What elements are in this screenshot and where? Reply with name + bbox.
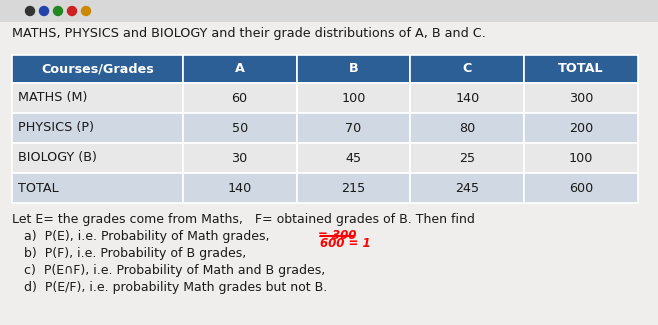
Text: = 300: = 300	[318, 229, 357, 242]
Bar	[183, 143, 297, 173]
Bar	[411, 173, 524, 203]
Text: 70: 70	[345, 122, 362, 135]
Text: Courses/Grades: Courses/Grades	[41, 62, 154, 75]
Text: b)  P(F), i.e. Probability of B grades,: b) P(F), i.e. Probability of B grades,	[12, 247, 246, 260]
Bar	[297, 55, 411, 83]
Bar	[297, 83, 411, 113]
Bar	[411, 143, 524, 173]
Bar	[183, 113, 297, 143]
Bar	[524, 113, 638, 143]
Text: 25: 25	[459, 151, 475, 164]
Circle shape	[53, 6, 63, 16]
Bar	[12, 113, 183, 143]
Bar	[524, 55, 638, 83]
Text: a)  P(E), i.e. Probability of Math grades,: a) P(E), i.e. Probability of Math grades…	[12, 230, 270, 243]
Bar	[524, 173, 638, 203]
Bar	[411, 113, 524, 143]
Text: 300: 300	[569, 92, 594, 105]
Bar	[183, 83, 297, 113]
Text: C: C	[463, 62, 472, 75]
Bar	[12, 173, 183, 203]
Bar	[183, 173, 297, 203]
Text: TOTAL: TOTAL	[18, 181, 59, 194]
Text: 245: 245	[455, 181, 479, 194]
Text: BIOLOGY (B): BIOLOGY (B)	[18, 151, 97, 164]
Bar	[411, 55, 524, 83]
Text: 50: 50	[232, 122, 248, 135]
Bar	[411, 83, 524, 113]
Text: 200: 200	[569, 122, 594, 135]
Text: 600 = 1: 600 = 1	[320, 237, 370, 250]
Circle shape	[39, 6, 49, 16]
Bar	[183, 55, 297, 83]
Text: Let E= the grades come from Maths,   F= obtained grades of B. Then find: Let E= the grades come from Maths, F= ob…	[12, 213, 475, 226]
Text: c)  P(E∩F), i.e. Probability of Math and B grades,: c) P(E∩F), i.e. Probability of Math and …	[12, 264, 325, 277]
Circle shape	[82, 6, 91, 16]
Bar	[12, 55, 183, 83]
Text: 100: 100	[342, 92, 366, 105]
Circle shape	[26, 6, 34, 16]
Bar	[12, 143, 183, 173]
Text: 140: 140	[228, 181, 252, 194]
Bar	[297, 113, 411, 143]
Text: 60: 60	[232, 92, 247, 105]
Text: d)  P(E/F), i.e. probability Math grades but not B.: d) P(E/F), i.e. probability Math grades …	[12, 281, 327, 294]
Text: 215: 215	[342, 181, 366, 194]
Text: TOTAL: TOTAL	[558, 62, 604, 75]
Text: A: A	[235, 62, 245, 75]
Bar	[12, 83, 183, 113]
Text: 30: 30	[232, 151, 248, 164]
Text: MATHS, PHYSICS and BIOLOGY and their grade distributions of A, B and C.: MATHS, PHYSICS and BIOLOGY and their gra…	[12, 27, 486, 40]
Text: 140: 140	[455, 92, 480, 105]
Bar	[524, 143, 638, 173]
Bar	[297, 173, 411, 203]
Circle shape	[68, 6, 76, 16]
Text: B: B	[349, 62, 358, 75]
Bar	[297, 143, 411, 173]
Text: 100: 100	[569, 151, 594, 164]
Text: PHYSICS (P): PHYSICS (P)	[18, 122, 94, 135]
Text: 80: 80	[459, 122, 475, 135]
Text: MATHS (M): MATHS (M)	[18, 92, 88, 105]
Bar	[0, 0, 658, 22]
Bar	[524, 83, 638, 113]
Text: 600: 600	[569, 181, 594, 194]
Text: 45: 45	[345, 151, 361, 164]
